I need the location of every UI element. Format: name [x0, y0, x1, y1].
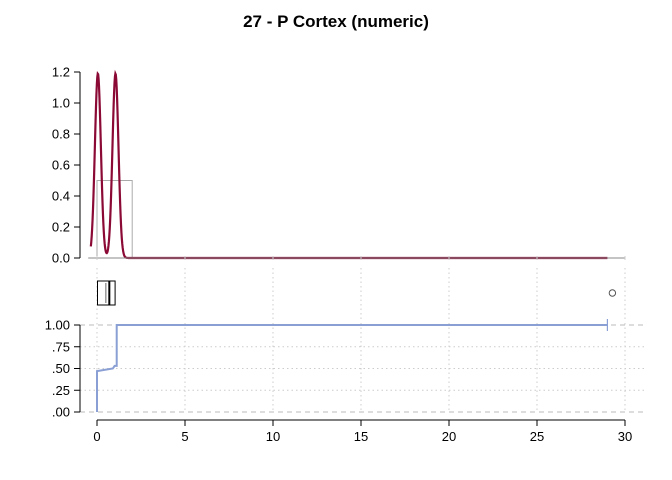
- x-tick-label: 5: [181, 429, 188, 444]
- density-y-axis: 0.0 0.2 0.4 0.6 0.8 1.0 1.2: [52, 65, 81, 266]
- density-x-ticks: [96, 256, 626, 260]
- x-tick-label: 10: [266, 429, 280, 444]
- ecdf-line: [96, 324, 608, 412]
- ecdf-y-tick-label: .25: [52, 383, 70, 398]
- density-curve: [89, 69, 608, 260]
- x-tick-label: 0: [93, 429, 100, 444]
- ecdf-y-axis: .00 .25 .50 .75 1.00: [45, 318, 81, 420]
- density-y-tick-label: 0.8: [52, 127, 70, 142]
- x-tick-label: 30: [618, 429, 632, 444]
- ecdf-y-tick-label: 1.00: [45, 318, 70, 333]
- boxplot-panel: [96, 268, 626, 320]
- density-panel: 0.0 0.2 0.4 0.6 0.8 1.0 1.2: [52, 65, 626, 266]
- ecdf-panel: .00 .25 .50 .75 1.00: [45, 318, 645, 420]
- box-outlier: [608, 289, 617, 297]
- density-y-tick-label: 0.4: [52, 189, 70, 204]
- chart-title: 27 - P Cortex (numeric): [243, 12, 429, 31]
- box-iqr: [97, 280, 116, 306]
- ecdf-grid: [80, 323, 645, 413]
- density-y-tick-label: 0.0: [52, 251, 70, 266]
- density-y-tick-label: 1.2: [52, 65, 70, 80]
- ecdf-y-tick-label: .00: [52, 405, 70, 420]
- density-y-tick-label: 0.6: [52, 158, 70, 173]
- x-tick-label: 15: [354, 429, 368, 444]
- x-axis: 0 5 10 15 20 25 30: [93, 419, 632, 444]
- density-y-tick-label: 0.2: [52, 220, 70, 235]
- ecdf-y-tick-label: .50: [52, 361, 70, 376]
- density-y-tick-label: 1.0: [52, 96, 70, 111]
- ecdf-y-tick-label: .75: [52, 339, 70, 354]
- x-tick-label: 20: [442, 429, 456, 444]
- x-tick-label: 25: [530, 429, 544, 444]
